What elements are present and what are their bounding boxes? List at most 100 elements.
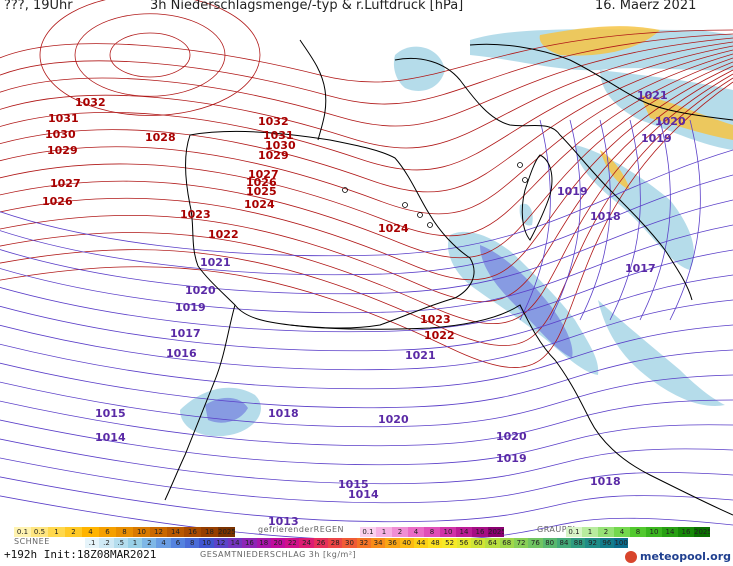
- legend-swatch: 12: [213, 538, 228, 548]
- isobar-label: 1020: [496, 430, 527, 443]
- isobar-label: 1019: [496, 452, 527, 465]
- isobar-high-6: [0, 53, 733, 215]
- coastline-4: [299, 39, 327, 141]
- legend-swatch: 14: [227, 538, 243, 548]
- precip-area-2: [539, 26, 660, 56]
- isobar-high-core-0: [109, 32, 191, 78]
- isobar-low-1: [0, 174, 733, 276]
- isobar-high-3: [0, 41, 733, 149]
- isobar-label: 1019: [557, 185, 588, 198]
- isobar-high-2: [0, 37, 733, 127]
- legend-swatch: 14: [456, 527, 472, 537]
- isobar-low-italy-3: [609, 119, 641, 321]
- isobar-label: 1022: [208, 228, 239, 241]
- brand-logo[interactable]: meteopool.org: [625, 550, 731, 563]
- coastline-6: [521, 154, 553, 241]
- isobar-low-9: [0, 374, 733, 428]
- isobar-high-1: [0, 33, 733, 105]
- isobar-low-7: [0, 324, 733, 390]
- isobar-label: 1013: [268, 515, 299, 528]
- legend-swatch: 0.1: [566, 527, 582, 537]
- legend-swatch: 18: [256, 538, 271, 548]
- legend-swatch: 8: [630, 527, 646, 537]
- island-3: [402, 202, 408, 208]
- isobar-low-10: [0, 399, 733, 447]
- legend-swatch: 34: [370, 538, 386, 548]
- isobar-label: 1030: [45, 128, 76, 141]
- isobar-label: 1032: [258, 115, 289, 128]
- isobar-label: 1023: [420, 313, 451, 326]
- isobar-high-8: [0, 61, 733, 259]
- legend-bar-total: .1.2.5 1 2 4 6 8 10 12 14 16 18 20 22 24 26 28 30 32 34 36 4…: [85, 538, 629, 548]
- legend-swatch: 1: [127, 538, 143, 548]
- legend-swatch: 2025+: [694, 527, 710, 537]
- isobar-high-10: [0, 69, 733, 303]
- isobar-label: 1021: [637, 89, 668, 102]
- isobar-label: 1017: [170, 327, 201, 340]
- isobar-high-core-1: [74, 13, 226, 97]
- legend-swatch: 4: [82, 527, 99, 537]
- isobar-label: 1031: [48, 112, 79, 125]
- isobar-high-4: [0, 45, 733, 171]
- coastline-3: [394, 57, 693, 301]
- map-title: 3h Niederschlagsmenge/-typ & r.Luftdruck…: [150, 0, 464, 13]
- legend-swatch: 16: [472, 527, 488, 537]
- isobar-low-14: [0, 476, 733, 523]
- brand-text: meteopool.org: [640, 550, 731, 563]
- legend-swatch: 20: [270, 538, 286, 548]
- legend-swatch: 4: [408, 527, 424, 537]
- legend-swatch: 2: [392, 527, 408, 537]
- isobar-high-11: [0, 73, 733, 325]
- isobar-low-11: [0, 419, 733, 466]
- isobar-label: 1026: [42, 195, 73, 208]
- legend-swatch: 2025+: [488, 527, 504, 537]
- isobar-label: 1022: [424, 329, 455, 342]
- legend-swatch: 48: [428, 538, 443, 548]
- legend-swatch: 6: [170, 538, 186, 548]
- legend-swatch: 4: [614, 527, 630, 537]
- isobar-label: 1028: [145, 131, 176, 144]
- isobar-low-italy-4: [639, 119, 671, 321]
- isobar-label: 1026: [246, 176, 277, 189]
- coastline-2: [289, 304, 733, 516]
- legend-swatch: 16: [678, 527, 694, 537]
- island-1: [417, 212, 423, 218]
- isobar-label: 1027: [50, 177, 81, 190]
- isobar-label: 1029: [47, 144, 78, 157]
- isobar-low-6: [0, 299, 733, 371]
- isobar-label: 1015: [338, 478, 369, 491]
- isobar-low-13: [0, 457, 733, 504]
- isobar-low-8: [0, 349, 733, 409]
- precip-area-10: [205, 397, 248, 423]
- legend-swatch: 1: [376, 527, 392, 537]
- isobar-low-italy-5: [669, 119, 701, 321]
- legend-swatch: 30: [342, 538, 357, 548]
- legend-swatch: 14: [662, 527, 678, 537]
- precip-area-4: [640, 95, 733, 140]
- coastline-1: [164, 304, 236, 501]
- legend-swatch: 6: [99, 527, 116, 537]
- legend-swatch: 84: [556, 538, 572, 548]
- legend-swatch: 44: [413, 538, 429, 548]
- isobar-label: 1016: [166, 347, 197, 360]
- isobar-label: 1030: [265, 139, 296, 152]
- legend-swatch: 10: [199, 538, 214, 548]
- precip-area-5: [575, 145, 694, 270]
- legend-swatch: 40: [399, 538, 414, 548]
- legend-swatch: 22: [285, 538, 300, 548]
- legend-swatch: 2: [65, 527, 82, 537]
- legend-swatch: 8: [424, 527, 440, 537]
- legend-swatch: 32: [356, 538, 371, 548]
- legend-swatch: 60: [471, 538, 486, 548]
- legend-swatch: 36: [385, 538, 400, 548]
- coastline-5: [469, 43, 733, 121]
- precip-area-11: [598, 300, 725, 406]
- isobar-low-3: [0, 224, 733, 314]
- legend-swatch: 0.5: [31, 527, 48, 537]
- isobar-low-italy-0: [519, 119, 551, 321]
- isobar-label: 1024: [378, 222, 409, 235]
- isobar-label: 1027: [248, 168, 279, 181]
- isobar-high-7: [0, 57, 733, 237]
